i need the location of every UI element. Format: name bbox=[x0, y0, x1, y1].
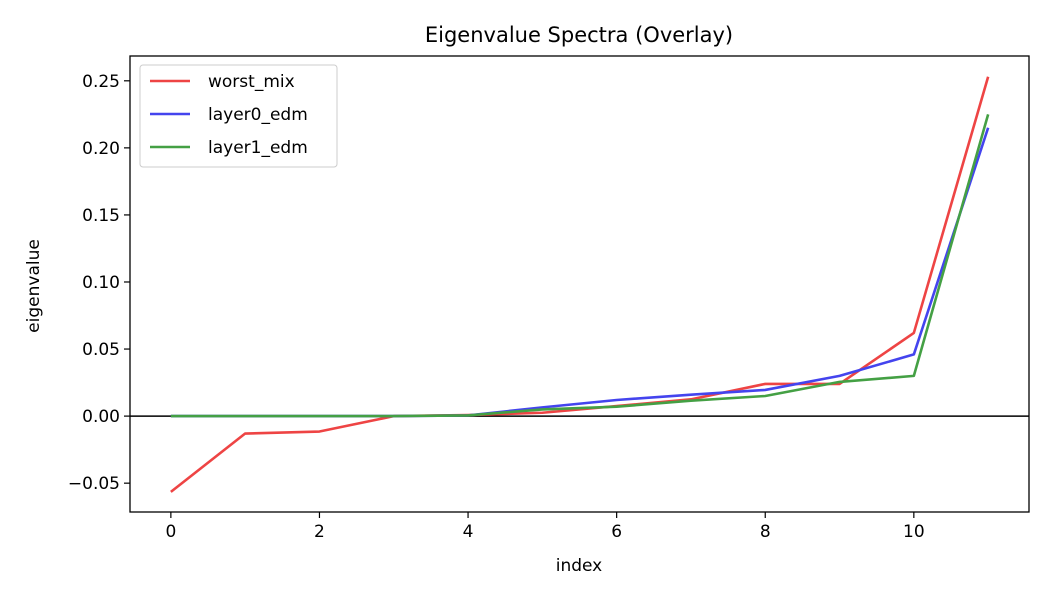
y-axis-ticks: −0.05 0.00 0.05 0.10 0.15 0.20 0.25 bbox=[68, 72, 130, 494]
chart-title: Eigenvalue Spectra (Overlay) bbox=[425, 23, 733, 47]
y-tick-label: 0.10 bbox=[82, 273, 120, 293]
legend-label-layer0-edm: layer0_edm bbox=[208, 105, 308, 125]
y-tick-label: 0.20 bbox=[82, 139, 120, 159]
y-tick-label: 0.25 bbox=[82, 72, 120, 92]
y-tick-label: 0.00 bbox=[82, 407, 120, 427]
legend-label-worst-mix: worst_mix bbox=[208, 72, 295, 92]
y-axis-label: eigenvalue bbox=[24, 239, 44, 333]
series-lines bbox=[170, 76, 990, 493]
x-tick-label: 10 bbox=[903, 522, 925, 542]
plot-frame bbox=[129, 55, 1030, 513]
series-line-layer1-edm bbox=[170, 113, 990, 418]
x-axis-label: index bbox=[556, 556, 603, 576]
x-tick-label: 4 bbox=[463, 522, 474, 542]
plot-area: 0 2 4 6 8 10 −0.05 0.00 0.05 0.10 0.15 0.20 0.25 bbox=[68, 55, 1030, 542]
x-axis-ticks: 0 2 4 6 8 10 bbox=[165, 512, 925, 542]
x-tick-label: 6 bbox=[611, 522, 622, 542]
legend-box bbox=[139, 64, 338, 168]
y-tick-label: −0.05 bbox=[68, 474, 120, 494]
x-tick-label: 2 bbox=[314, 522, 325, 542]
x-tick-label: 0 bbox=[165, 522, 176, 542]
legend-label-layer1-edm: layer1_edm bbox=[208, 138, 308, 158]
y-tick-label: 0.15 bbox=[82, 206, 120, 226]
legend: worst_mix layer0_edm layer1_edm bbox=[139, 64, 338, 168]
x-tick-label: 8 bbox=[760, 522, 771, 542]
y-tick-label: 0.05 bbox=[82, 340, 120, 360]
series-line-worst-mix bbox=[170, 76, 990, 493]
